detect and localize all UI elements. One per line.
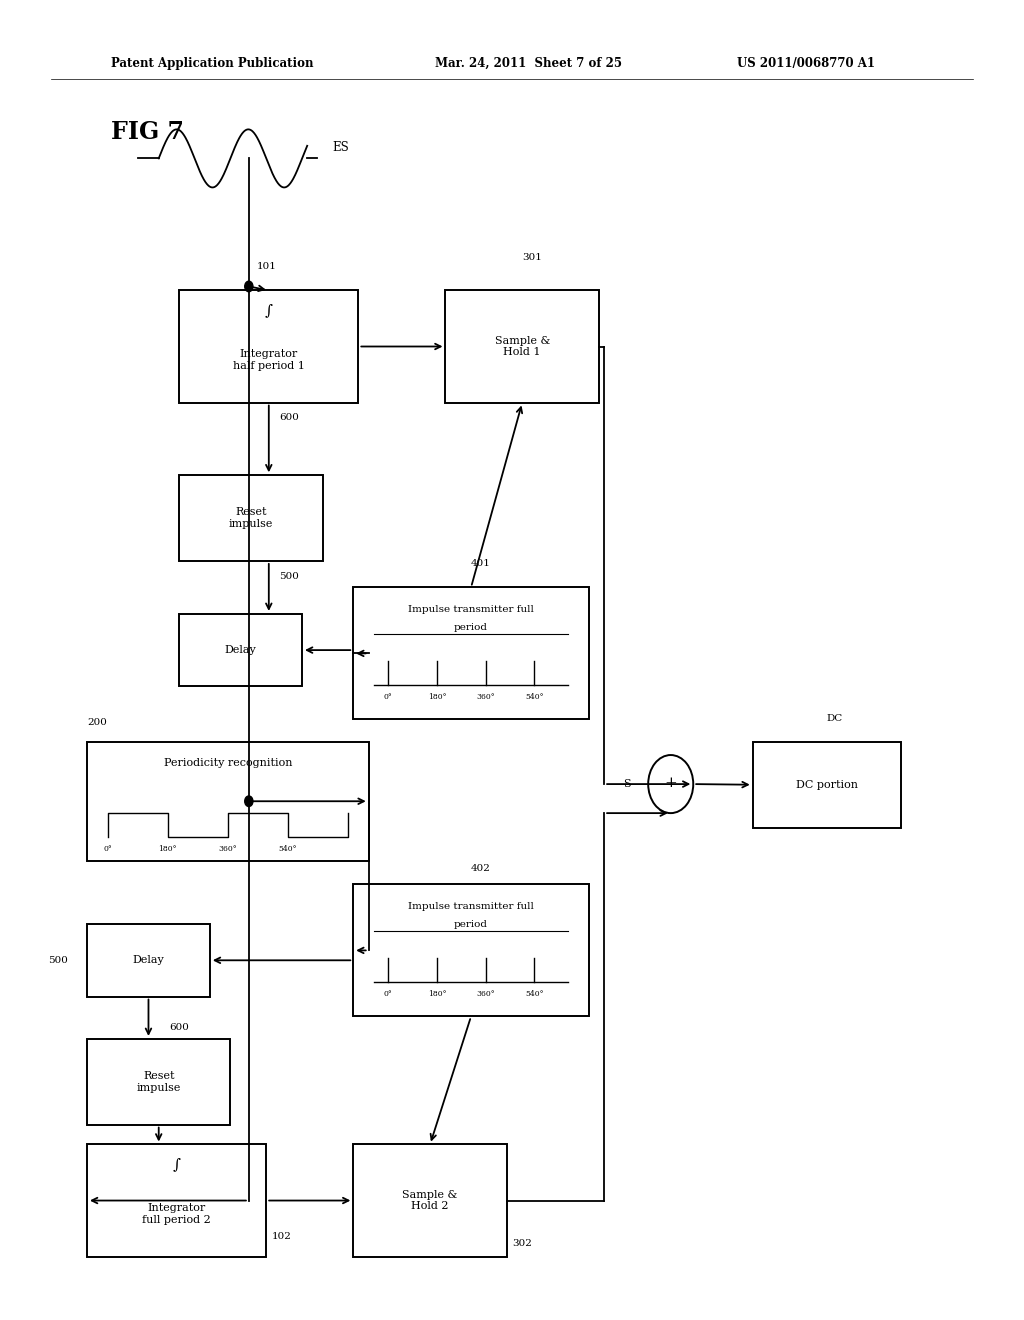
Text: Delay: Delay	[224, 645, 257, 655]
Text: 0°: 0°	[103, 845, 112, 853]
Text: DC: DC	[827, 714, 843, 722]
Text: Integrator
full period 2: Integrator full period 2	[142, 1204, 211, 1225]
Text: ∫: ∫	[173, 1158, 180, 1172]
Text: 360°: 360°	[218, 845, 238, 853]
Circle shape	[648, 755, 693, 813]
Bar	[179, 614, 302, 686]
Bar	[179, 475, 323, 561]
Text: 360°: 360°	[476, 990, 495, 998]
Text: 301: 301	[522, 253, 542, 261]
Text: 401: 401	[471, 560, 490, 568]
Text: 101: 101	[257, 263, 276, 271]
Circle shape	[245, 796, 253, 807]
Text: 600: 600	[169, 1023, 188, 1032]
Bar	[87, 1039, 230, 1125]
Text: 500: 500	[48, 956, 68, 965]
Text: 540°: 540°	[279, 845, 297, 853]
Text: 500: 500	[279, 572, 299, 581]
Text: Impulse transmitter full: Impulse transmitter full	[409, 902, 534, 911]
Text: 540°: 540°	[525, 990, 544, 998]
Text: Integrator
half period 1: Integrator half period 1	[232, 350, 305, 371]
Text: Sample &
Hold 1: Sample & Hold 1	[495, 335, 550, 358]
Text: +: +	[665, 776, 677, 789]
Text: ES: ES	[333, 141, 349, 154]
Bar	[87, 1144, 266, 1257]
Text: Delay: Delay	[132, 956, 165, 965]
Text: DC portion: DC portion	[796, 780, 858, 789]
Text: 180°: 180°	[428, 990, 446, 998]
Text: 302: 302	[512, 1239, 531, 1247]
Bar	[179, 290, 358, 403]
Text: FIG 7: FIG 7	[111, 120, 183, 144]
Bar	[87, 924, 210, 997]
Bar	[445, 290, 599, 403]
Text: 600: 600	[279, 413, 299, 422]
Text: 0°: 0°	[384, 990, 393, 998]
Text: US 2011/0068770 A1: US 2011/0068770 A1	[737, 57, 876, 70]
Text: 180°: 180°	[428, 693, 446, 701]
Text: 102: 102	[271, 1233, 291, 1241]
Bar	[353, 587, 589, 719]
Bar	[353, 1144, 507, 1257]
Text: period: period	[454, 623, 488, 632]
Text: 180°: 180°	[159, 845, 177, 853]
Bar	[87, 742, 369, 861]
Text: Patent Application Publication: Patent Application Publication	[111, 57, 313, 70]
Text: 540°: 540°	[525, 693, 544, 701]
Circle shape	[245, 281, 253, 292]
Text: S–: S–	[623, 779, 636, 789]
Text: 200: 200	[87, 718, 106, 726]
Text: Reset
impulse: Reset impulse	[136, 1071, 181, 1093]
Text: Reset
impulse: Reset impulse	[228, 507, 273, 529]
Text: Impulse transmitter full: Impulse transmitter full	[409, 605, 534, 614]
Bar	[753, 742, 901, 828]
Text: period: period	[454, 920, 488, 929]
Text: 402: 402	[471, 865, 490, 873]
Text: Sample &
Hold 2: Sample & Hold 2	[402, 1189, 458, 1212]
Bar	[353, 884, 589, 1016]
Text: 360°: 360°	[476, 693, 495, 701]
Text: Mar. 24, 2011  Sheet 7 of 25: Mar. 24, 2011 Sheet 7 of 25	[435, 57, 623, 70]
Text: 0°: 0°	[384, 693, 393, 701]
Text: Periodicity recognition: Periodicity recognition	[164, 758, 292, 768]
Text: ∫: ∫	[265, 304, 272, 318]
